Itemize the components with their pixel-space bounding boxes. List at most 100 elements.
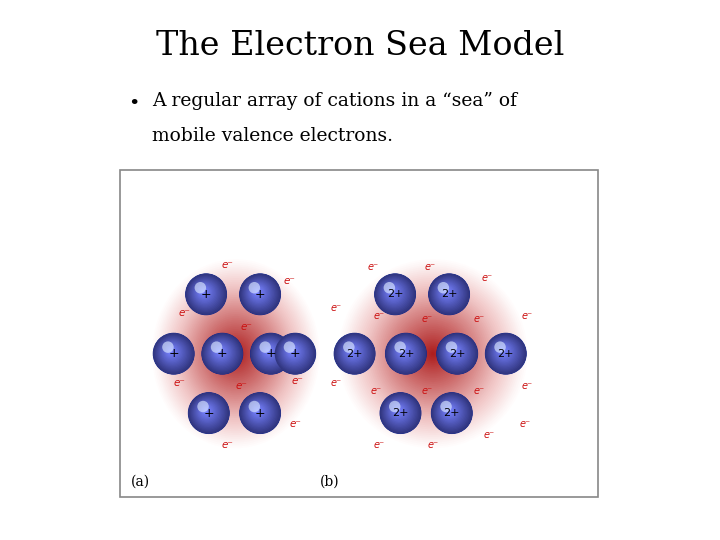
Text: e⁻: e⁻ [473, 387, 485, 396]
Circle shape [158, 338, 188, 368]
Ellipse shape [191, 302, 281, 405]
Circle shape [446, 343, 464, 361]
Ellipse shape [350, 271, 516, 437]
Ellipse shape [361, 282, 505, 426]
Ellipse shape [363, 284, 503, 423]
Ellipse shape [233, 350, 239, 357]
Text: +: + [217, 347, 228, 360]
Circle shape [438, 335, 475, 372]
Circle shape [156, 336, 190, 370]
Circle shape [380, 393, 421, 434]
Ellipse shape [392, 312, 474, 395]
Circle shape [202, 333, 243, 374]
Circle shape [264, 347, 273, 356]
Circle shape [402, 350, 404, 352]
Circle shape [198, 402, 216, 421]
Circle shape [252, 405, 264, 416]
Text: A regular array of cations in a “sea” of: A regular array of cations in a “sea” of [152, 92, 517, 110]
Circle shape [263, 346, 274, 357]
Circle shape [388, 287, 397, 296]
Ellipse shape [224, 341, 248, 367]
Circle shape [194, 282, 215, 303]
Text: 2+: 2+ [444, 408, 460, 418]
Circle shape [446, 407, 453, 414]
Circle shape [440, 286, 454, 299]
Circle shape [336, 335, 372, 372]
Ellipse shape [196, 308, 276, 399]
Ellipse shape [416, 337, 450, 371]
Circle shape [397, 345, 410, 359]
Circle shape [162, 342, 182, 362]
Text: +: + [255, 288, 266, 301]
Ellipse shape [166, 274, 306, 433]
Circle shape [495, 343, 513, 361]
Circle shape [334, 333, 375, 374]
Text: +: + [204, 407, 214, 420]
Circle shape [490, 338, 520, 368]
Circle shape [189, 393, 230, 434]
Circle shape [282, 341, 305, 364]
Text: e⁻: e⁻ [422, 387, 433, 396]
Text: (a): (a) [130, 475, 150, 489]
Circle shape [240, 274, 281, 315]
Circle shape [390, 289, 395, 294]
Circle shape [195, 284, 214, 302]
Text: e⁻: e⁻ [422, 314, 433, 323]
Circle shape [153, 333, 194, 374]
Circle shape [400, 348, 407, 355]
Circle shape [440, 336, 474, 370]
Text: +: + [201, 288, 212, 301]
Circle shape [447, 408, 451, 413]
Circle shape [348, 348, 356, 355]
Circle shape [374, 274, 415, 315]
Ellipse shape [422, 342, 444, 365]
Circle shape [345, 344, 361, 360]
Circle shape [255, 408, 260, 413]
Text: e⁻: e⁻ [174, 379, 185, 388]
Circle shape [202, 406, 211, 415]
Ellipse shape [184, 295, 288, 413]
Circle shape [385, 333, 426, 374]
Text: 2+: 2+ [441, 289, 457, 299]
Circle shape [428, 274, 469, 315]
Text: e⁻: e⁻ [330, 303, 341, 313]
Ellipse shape [179, 289, 293, 418]
Ellipse shape [393, 314, 472, 393]
Circle shape [197, 286, 211, 299]
Circle shape [275, 333, 316, 374]
Circle shape [170, 350, 172, 352]
Ellipse shape [226, 342, 246, 365]
Ellipse shape [365, 286, 501, 422]
Ellipse shape [176, 286, 296, 422]
Ellipse shape [172, 282, 300, 426]
Ellipse shape [384, 305, 482, 403]
Circle shape [380, 280, 408, 307]
Circle shape [376, 275, 414, 314]
Circle shape [386, 399, 413, 426]
Circle shape [204, 409, 207, 411]
Ellipse shape [401, 322, 465, 386]
Ellipse shape [380, 301, 486, 407]
Circle shape [392, 340, 418, 365]
Circle shape [281, 339, 308, 366]
Ellipse shape [376, 297, 490, 410]
Circle shape [201, 405, 212, 416]
Circle shape [494, 342, 515, 362]
Ellipse shape [356, 276, 510, 431]
Circle shape [396, 344, 412, 360]
Circle shape [284, 342, 304, 362]
Circle shape [497, 345, 510, 359]
Circle shape [339, 338, 369, 368]
Circle shape [196, 400, 219, 423]
Circle shape [204, 336, 239, 370]
Circle shape [384, 397, 415, 427]
Ellipse shape [161, 269, 311, 438]
Ellipse shape [204, 318, 268, 390]
Ellipse shape [167, 276, 305, 431]
Circle shape [216, 348, 223, 355]
Circle shape [246, 399, 273, 426]
Circle shape [248, 400, 270, 423]
Circle shape [383, 395, 417, 430]
Circle shape [248, 281, 270, 305]
Circle shape [382, 281, 405, 305]
